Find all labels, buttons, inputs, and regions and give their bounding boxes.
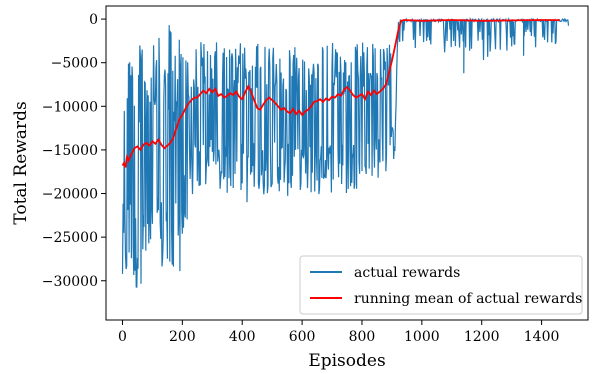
x-tick-label: 200 bbox=[169, 329, 196, 345]
x-tick-label: 1000 bbox=[404, 329, 440, 345]
y-tick-label: −30000 bbox=[42, 274, 98, 290]
plot-marks bbox=[121, 16, 570, 288]
x-tick-label: 400 bbox=[229, 329, 256, 345]
x-tick-label: 800 bbox=[349, 329, 376, 345]
legend-label-running-mean: running mean of actual rewards bbox=[354, 291, 582, 307]
y-tick-label: −5000 bbox=[51, 56, 98, 72]
series-line-actual-rewards bbox=[121, 16, 570, 288]
y-tick-label: −10000 bbox=[42, 99, 98, 115]
legend-box bbox=[299, 255, 583, 315]
y-tick-label: −15000 bbox=[42, 143, 98, 159]
x-axis: 0 200 400 600 800 1000 1200 1400 bbox=[118, 320, 559, 345]
series-line-running-mean bbox=[121, 19, 560, 168]
x-tick-label: 1200 bbox=[464, 329, 500, 345]
x-tick-label: 600 bbox=[289, 329, 316, 345]
y-axis: 0 −5000 −10000 −15000 −20000 −25000 −30000 bbox=[42, 12, 106, 290]
x-tick-label: 1400 bbox=[524, 329, 560, 345]
legend-label-actual-rewards: actual rewards bbox=[354, 265, 460, 281]
y-tick-label: −25000 bbox=[42, 230, 98, 246]
x-axis-label: Episodes bbox=[308, 351, 385, 371]
y-axis-label: Total Rewards bbox=[11, 101, 31, 224]
x-tick-label: 0 bbox=[118, 329, 127, 345]
y-tick-label: 0 bbox=[89, 12, 98, 28]
plot-frame bbox=[105, 5, 589, 321]
legend: actual rewards running mean of actual re… bbox=[299, 255, 583, 315]
y-tick-label: −20000 bbox=[42, 187, 98, 203]
